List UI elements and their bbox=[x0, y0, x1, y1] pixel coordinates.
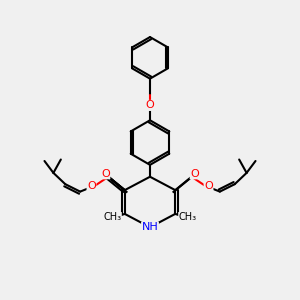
Text: NH: NH bbox=[142, 222, 158, 232]
Text: O: O bbox=[101, 169, 110, 179]
Text: O: O bbox=[146, 100, 154, 110]
Text: O: O bbox=[190, 169, 199, 179]
Text: CH₃: CH₃ bbox=[103, 212, 121, 223]
Text: O: O bbox=[204, 181, 213, 191]
Text: CH₃: CH₃ bbox=[179, 212, 197, 223]
Text: O: O bbox=[87, 181, 96, 191]
